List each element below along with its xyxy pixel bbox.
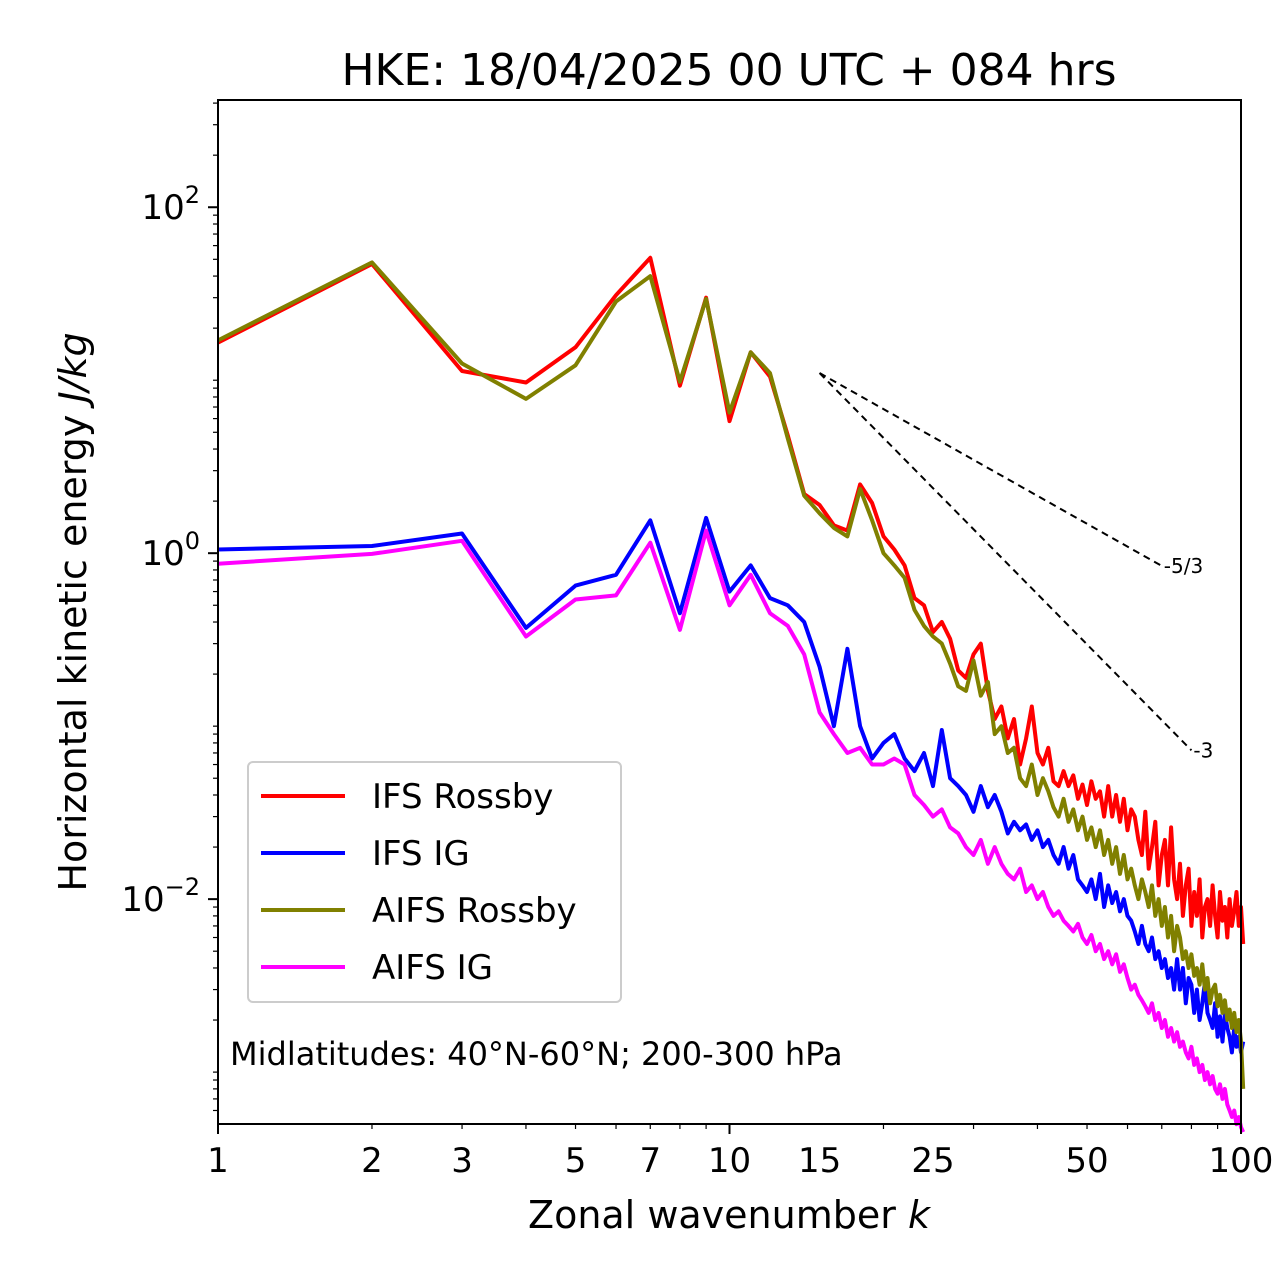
legend-label: AIFS IG xyxy=(372,948,493,988)
slope-label: -5/3 xyxy=(1164,554,1203,578)
slope-line xyxy=(818,372,1193,752)
legend-box xyxy=(247,761,622,1003)
x-axis-ticks: 1 2 3 5 7 10 15 25 50 100 xyxy=(207,1124,1273,1181)
reference-slope-lines: -5/3 -3 xyxy=(818,372,1213,762)
chart-title: HKE: 18/04/2025 00 UTC + 084 hrs xyxy=(341,45,1116,96)
legend-item: IFS IG xyxy=(261,834,470,874)
slope-label: -3 xyxy=(1193,738,1213,762)
series-lines xyxy=(217,255,1246,1133)
legend: IFS Rossby IFS IG AIFS Rossby AIFS IG xyxy=(247,761,622,1003)
series-line-aifs-rossby xyxy=(217,260,1246,1089)
y-tick-label: 10−2 xyxy=(121,873,200,920)
y-tick-label: 102 xyxy=(141,181,200,228)
x-tick-label: 7 xyxy=(639,1141,661,1181)
legend-label: AIFS Rossby xyxy=(372,891,577,931)
legend-item: AIFS Rossby xyxy=(261,891,577,931)
x-tick-label: 3 xyxy=(451,1141,473,1181)
x-axis-title: Zonal wavenumber k xyxy=(528,1193,932,1237)
x-tick-label: 1 xyxy=(207,1141,229,1181)
series-line-aifs-ig xyxy=(217,528,1246,1133)
y-axis-title: Horizontal kinetic energy J/kg xyxy=(51,332,95,891)
y-axis-ticks: 102 100 10−2 xyxy=(121,102,218,1112)
x-tick-label: 50 xyxy=(1065,1141,1108,1181)
legend-label: IFS Rossby xyxy=(372,777,553,817)
x-tick-label: 100 xyxy=(1209,1141,1274,1181)
x-tick-label: 15 xyxy=(798,1141,841,1181)
legend-item: IFS Rossby xyxy=(261,777,553,817)
series-line-ifs-ig xyxy=(217,515,1246,1055)
x-tick-label: 2 xyxy=(361,1141,383,1181)
x-tick-label: 25 xyxy=(911,1141,954,1181)
y-tick-label: 100 xyxy=(141,527,200,574)
legend-label: IFS IG xyxy=(372,834,470,874)
x-tick-label: 5 xyxy=(565,1141,587,1181)
legend-item: AIFS IG xyxy=(261,948,493,988)
slope-line xyxy=(819,372,1163,567)
region-annotation: Midlatitudes: 40°N-60°N; 200-300 hPa xyxy=(230,1035,843,1073)
x-tick-label: 10 xyxy=(708,1141,751,1181)
